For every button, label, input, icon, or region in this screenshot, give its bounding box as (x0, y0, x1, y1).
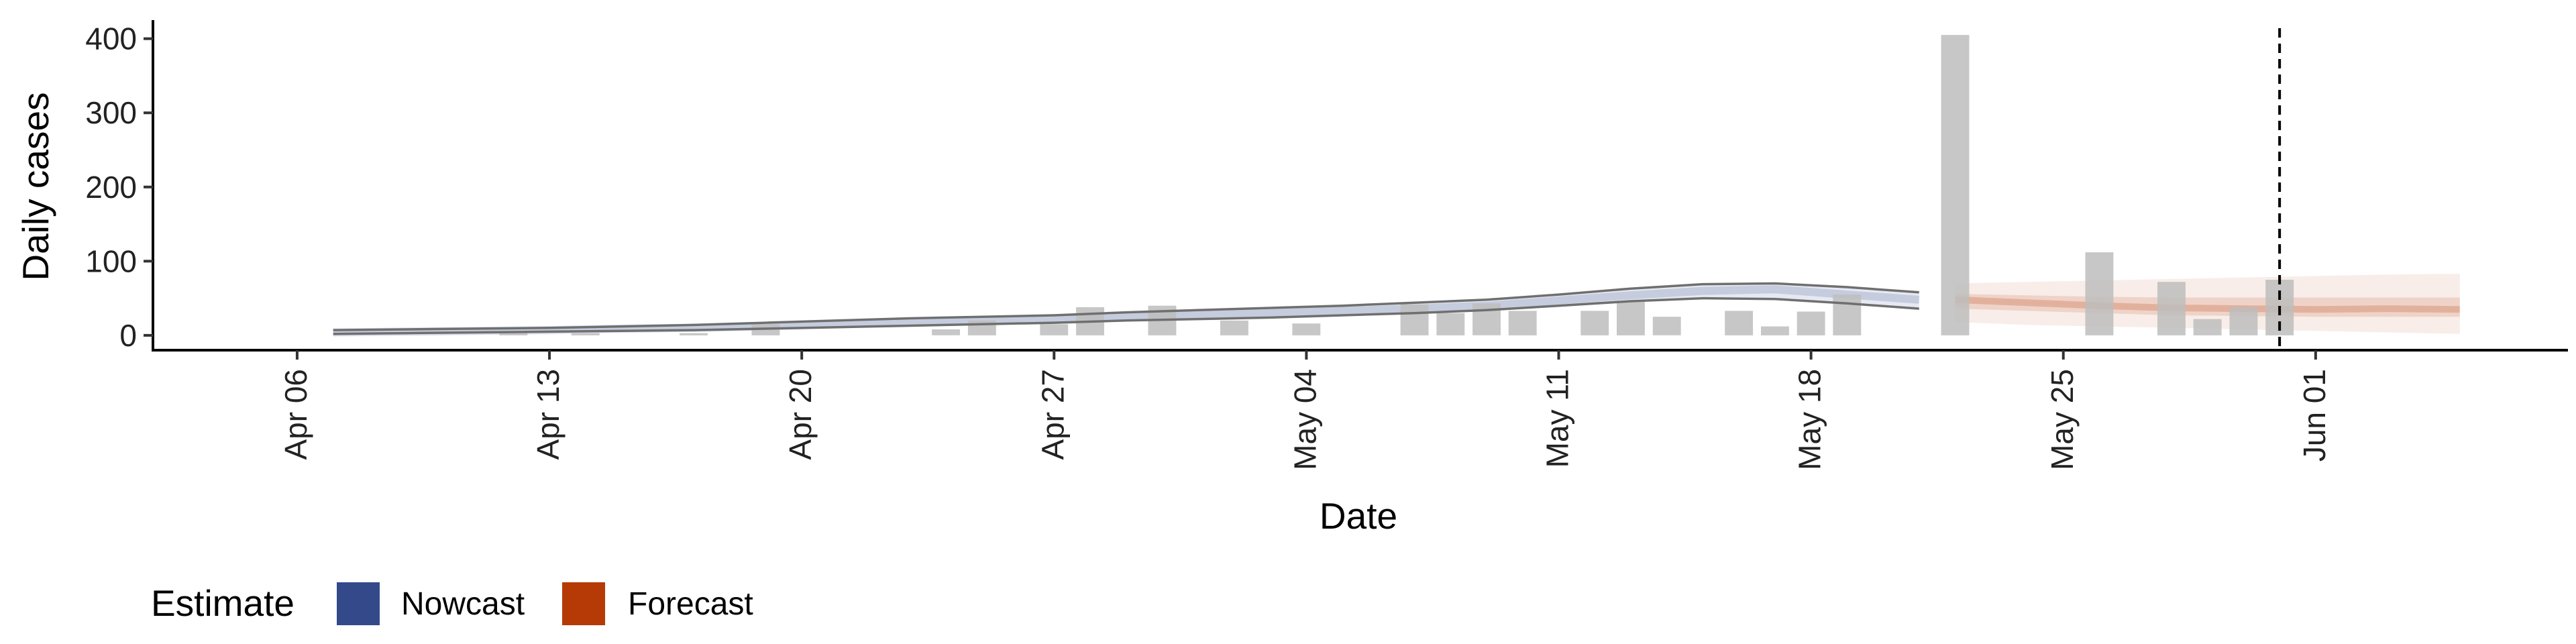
legend-swatch-forecast (562, 582, 605, 625)
x-tick-label: Apr 06 (278, 369, 313, 460)
observed-bar (2193, 319, 2222, 335)
observed-bar (2085, 252, 2114, 335)
nowcast-median (333, 285, 1920, 337)
observed-bar (2157, 282, 2186, 335)
legend: Estimate Nowcast Forecast (151, 582, 753, 625)
observed-bar (1941, 35, 1970, 335)
y-tick-label: 200 (85, 170, 137, 205)
observed-bar (1472, 303, 1501, 335)
observed-bar (932, 329, 960, 335)
nowcast-lower-line (333, 297, 1919, 335)
x-tick-label: Apr 27 (1035, 369, 1070, 460)
x-tick-label: May 04 (1287, 369, 1322, 470)
x-tick-label: May 11 (1540, 369, 1575, 468)
legend-title: Estimate (151, 582, 294, 624)
observed-bar (1436, 313, 1465, 335)
estimate-lines (333, 28, 2282, 350)
x-tick-label: May 25 (2045, 369, 2080, 470)
observed-bar (2229, 307, 2258, 335)
forecast-band-90 (1955, 274, 2460, 334)
observed-bar (680, 333, 708, 335)
observed-bar (571, 333, 600, 335)
y-axis-title: Daily cases (15, 92, 56, 280)
x-tick-label: Apr 13 (531, 369, 566, 460)
y-tick-label: 0 (119, 318, 137, 353)
observed-bar (1040, 324, 1069, 335)
observed-bar (1833, 294, 1862, 335)
observed-bar (1652, 317, 1681, 335)
x-tick-label: May 18 (1792, 369, 1827, 470)
observed-bar (499, 333, 528, 335)
axes: 0 100 200 300 400 Apr 06 Apr 13 Apr 20 Apr 27 May… (85, 20, 2568, 470)
observed-bar (1580, 311, 1609, 335)
y-tick-label: 300 (85, 95, 137, 130)
observed-bar (1617, 302, 1645, 335)
observed-bar (1761, 326, 1789, 335)
forecast-band-50 (1955, 294, 2460, 317)
x-tick-label: Jun 01 (2297, 369, 2332, 462)
x-tick-label: Apr 20 (783, 369, 818, 460)
observed-bar (1796, 311, 1825, 335)
forecast-median (1955, 296, 2460, 313)
observed-bar (1220, 320, 1248, 335)
observed-bar (1725, 311, 1754, 335)
observed-bar (967, 320, 996, 335)
observed-bar (1508, 311, 1537, 335)
nowcast-upper-line (333, 282, 1919, 331)
x-axis-title: Date (1320, 495, 1397, 537)
observed-bar (1400, 304, 1429, 335)
legend-label-forecast: Forecast (628, 586, 753, 622)
legend-label-nowcast: Nowcast (401, 586, 525, 622)
observed-bar (1292, 323, 1321, 335)
y-tick-label: 100 (85, 244, 137, 278)
legend-swatch-nowcast (337, 582, 380, 625)
y-tick-label: 400 (85, 21, 137, 56)
